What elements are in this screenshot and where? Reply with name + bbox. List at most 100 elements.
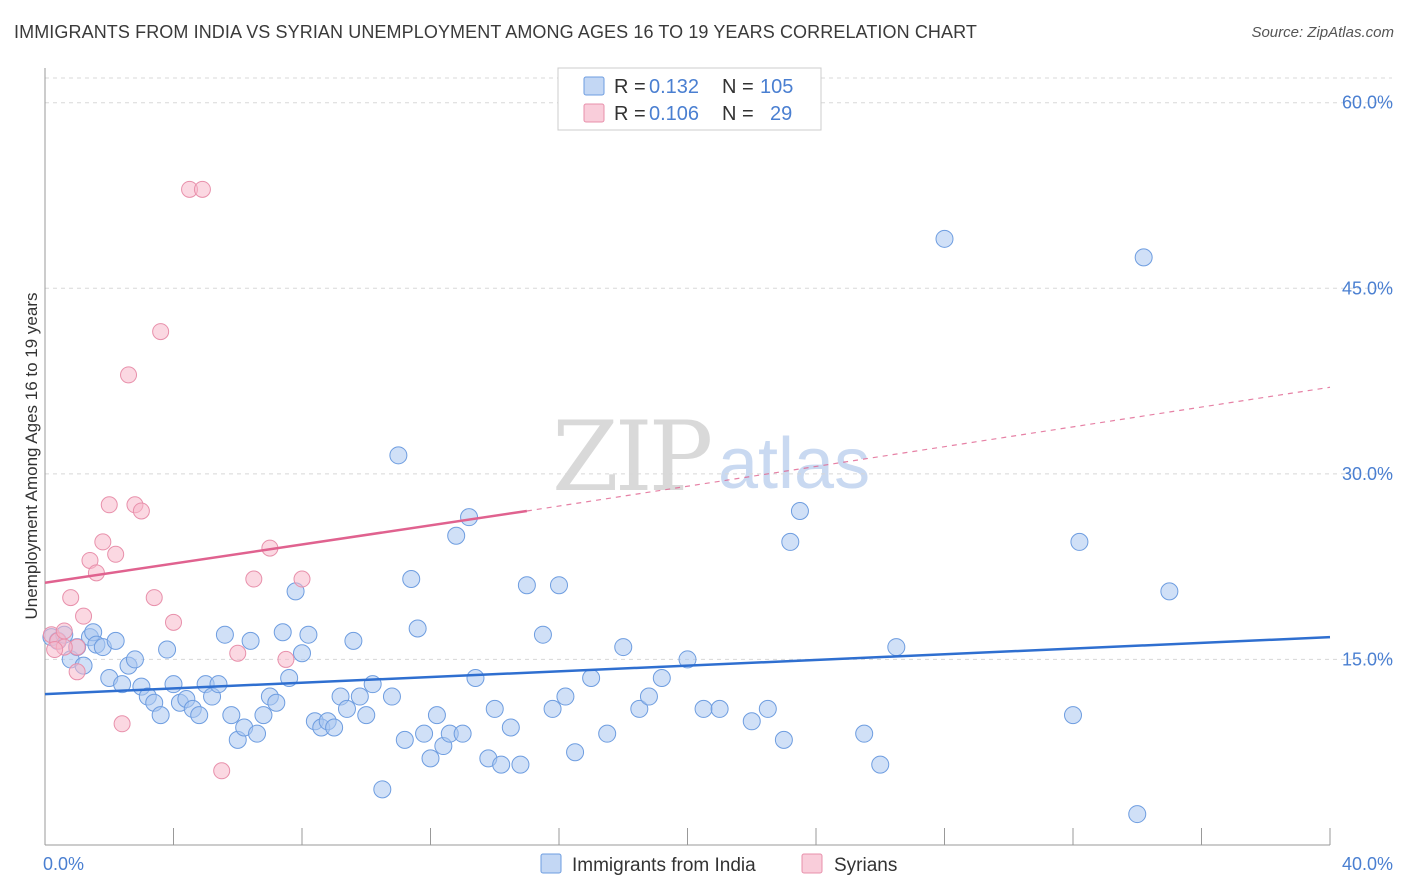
data-point-india bbox=[790, 501, 809, 520]
data-point-india bbox=[273, 623, 292, 642]
y-axis-label: Unemployment Among Ages 16 to 19 years bbox=[22, 293, 41, 620]
data-point-india bbox=[582, 668, 601, 687]
data-point-syria bbox=[62, 589, 80, 607]
data-point-india bbox=[781, 532, 800, 551]
data-point-india bbox=[215, 625, 234, 644]
data-point-india bbox=[248, 724, 267, 743]
data-point-india bbox=[209, 675, 228, 694]
data-point-india bbox=[517, 576, 536, 595]
data-point-india bbox=[871, 755, 890, 774]
data-point-india bbox=[241, 631, 260, 650]
data-point-india bbox=[222, 706, 241, 725]
legend-r-label-india: R = bbox=[614, 76, 646, 98]
grid bbox=[45, 77, 1392, 660]
data-point-india bbox=[566, 743, 585, 762]
data-point-india bbox=[533, 625, 552, 644]
data-point-india bbox=[758, 699, 777, 718]
legend-n-value-india: 105 bbox=[760, 76, 793, 98]
bottom-legend-swatch-india bbox=[540, 853, 562, 874]
y-tick-label: 45.0% bbox=[1342, 278, 1393, 298]
data-point-india bbox=[710, 699, 729, 718]
data-point-india bbox=[598, 724, 617, 743]
data-point-india bbox=[151, 706, 170, 725]
legend-n-label-syria: N = bbox=[722, 103, 754, 125]
legend-swatch-india bbox=[583, 76, 605, 96]
data-point-syria bbox=[87, 564, 105, 582]
data-point-india bbox=[1160, 582, 1179, 601]
data-point-india bbox=[113, 675, 132, 694]
trendline-india bbox=[44, 635, 1331, 696]
data-point-india bbox=[408, 619, 427, 638]
data-point-india bbox=[678, 650, 697, 669]
data-point-syria bbox=[245, 570, 263, 588]
data-point-india bbox=[357, 706, 376, 725]
data-point-india bbox=[652, 668, 671, 687]
data-point-india bbox=[402, 570, 421, 589]
data-point-syria bbox=[94, 533, 112, 551]
trendline-syria bbox=[44, 509, 528, 584]
bottom-legend-label-india: Immigrants from India bbox=[572, 855, 756, 876]
data-point-india bbox=[337, 699, 356, 718]
data-point-syria bbox=[55, 622, 73, 640]
data-point-india bbox=[373, 780, 392, 799]
legend-n-label-india: N = bbox=[722, 76, 754, 98]
data-point-india bbox=[550, 576, 568, 595]
data-point-syria bbox=[213, 762, 231, 780]
bottom-legend-label-syria: Syrians bbox=[834, 855, 897, 876]
data-point-syria bbox=[113, 715, 131, 733]
data-point-india bbox=[466, 668, 485, 687]
data-point-india bbox=[325, 718, 344, 737]
data-point-india bbox=[774, 730, 793, 749]
legend-n-value-syria: 29 bbox=[770, 103, 792, 125]
data-point-india bbox=[855, 724, 874, 743]
data-point-india bbox=[395, 730, 414, 749]
data-point-india bbox=[106, 631, 125, 650]
data-point-india bbox=[1070, 532, 1089, 551]
data-point-india bbox=[299, 625, 318, 644]
series-syria-points bbox=[42, 180, 311, 780]
bottom-legend: Immigrants from India Syrians bbox=[540, 853, 897, 876]
watermark-zip: ZIP bbox=[552, 401, 711, 513]
data-point-india bbox=[421, 749, 440, 768]
data-point-syria bbox=[145, 589, 163, 607]
data-point-india bbox=[453, 724, 472, 743]
data-point-india bbox=[415, 724, 434, 743]
data-point-india bbox=[447, 526, 466, 545]
data-point-india bbox=[630, 699, 649, 718]
data-point-syria bbox=[277, 650, 295, 668]
data-point-india bbox=[1064, 706, 1082, 725]
data-point-syria bbox=[152, 323, 170, 341]
data-point-syria bbox=[132, 502, 150, 520]
y-tick-label: 60.0% bbox=[1342, 93, 1393, 113]
data-point-india bbox=[267, 693, 286, 712]
y-tick-labels: 15.0% 30.0% 45.0% 60.0% bbox=[1342, 93, 1393, 670]
data-point-syria bbox=[100, 496, 118, 514]
x-tick-labels: 0.0% 40.0% bbox=[43, 854, 1393, 874]
data-point-india bbox=[344, 631, 363, 650]
watermark-atlas: atlas bbox=[718, 424, 870, 504]
data-point-india bbox=[427, 706, 446, 725]
axes bbox=[44, 68, 1331, 846]
bottom-legend-swatch-syria bbox=[801, 853, 823, 874]
data-point-india bbox=[511, 755, 530, 774]
data-point-syria bbox=[75, 607, 93, 625]
data-point-india bbox=[125, 650, 144, 669]
data-point-india bbox=[492, 755, 511, 774]
data-point-syria bbox=[193, 180, 211, 198]
data-point-india bbox=[543, 699, 562, 718]
data-point-india bbox=[389, 446, 408, 465]
data-point-india bbox=[639, 687, 658, 706]
x-tick-label: 40.0% bbox=[1342, 854, 1393, 874]
data-point-india bbox=[190, 706, 209, 725]
data-point-india bbox=[556, 687, 575, 706]
series-india-points bbox=[42, 229, 1179, 824]
data-point-syria bbox=[293, 570, 311, 588]
data-point-india bbox=[501, 718, 520, 737]
chart-source: Source: ZipAtlas.com bbox=[1251, 24, 1394, 41]
data-point-india bbox=[614, 638, 633, 657]
data-point-syria bbox=[165, 613, 182, 631]
chart-title: IMMIGRANTS FROM INDIA VS SYRIAN UNEMPLOY… bbox=[14, 22, 978, 42]
legend-r-value-syria: 0.106 bbox=[649, 103, 699, 125]
data-point-india bbox=[460, 508, 479, 527]
